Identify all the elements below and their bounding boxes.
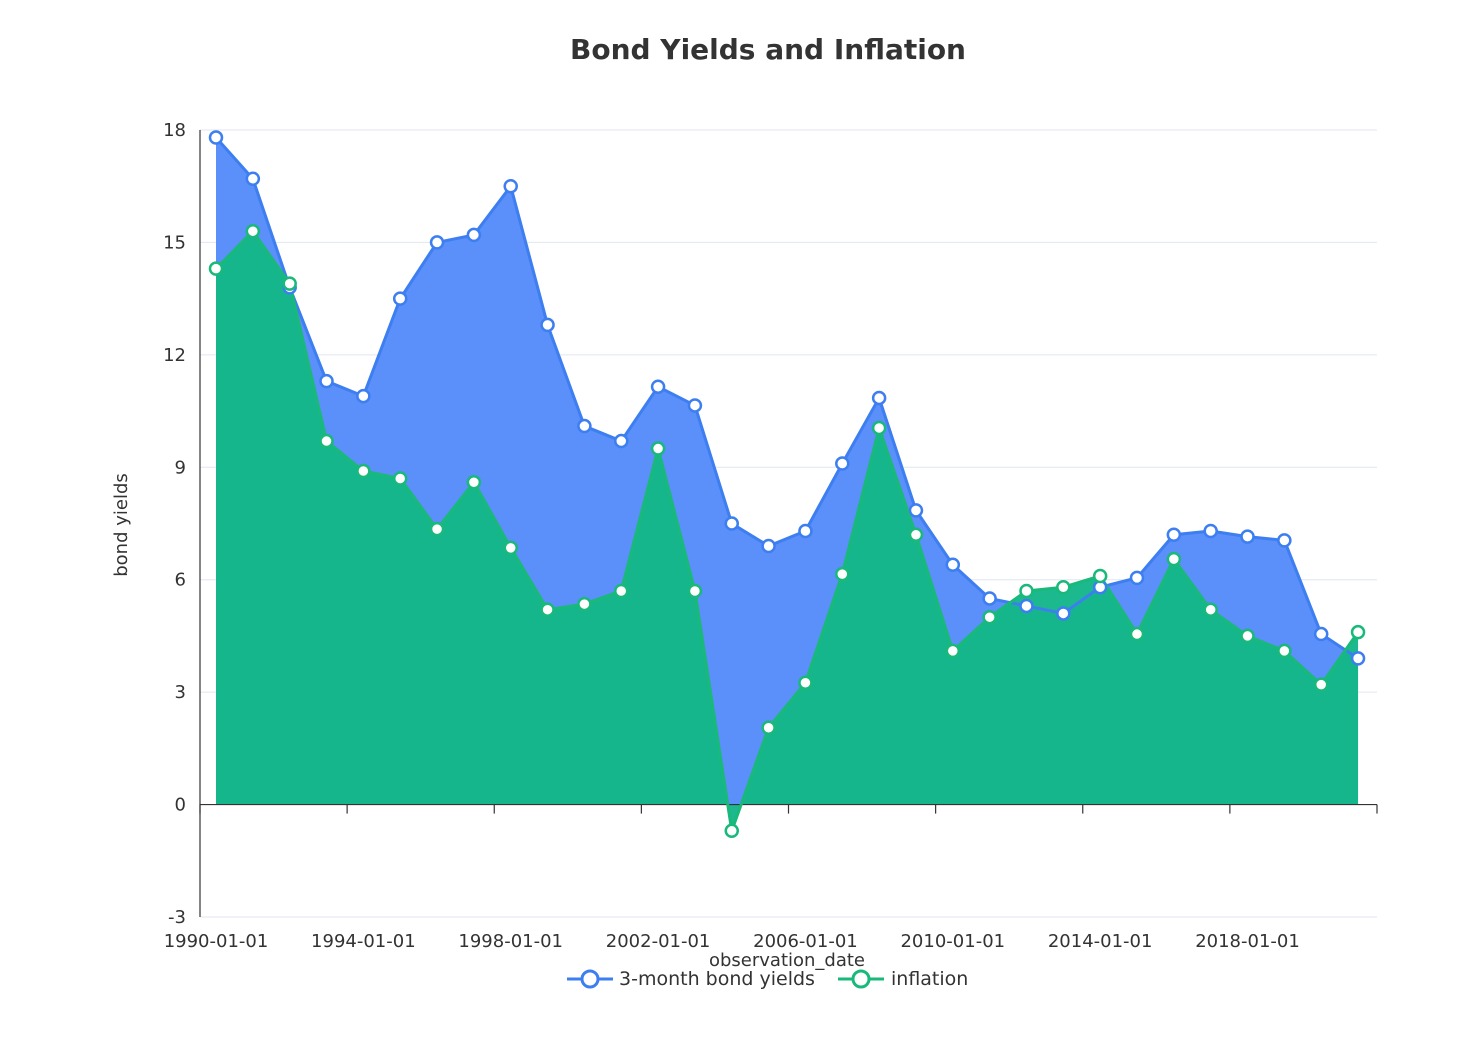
data-point-series-1[interactable]: inflation: 3.25 bbox=[798, 675, 813, 691]
data-point-series-1[interactable]: inflation: 4.55 bbox=[1129, 626, 1145, 642]
y-tick-label: 15 bbox=[163, 232, 186, 253]
data-point-series-1[interactable]: inflation: 6.55 bbox=[1166, 551, 1182, 567]
data-point-series-1[interactable]: inflation: 6.1 bbox=[1092, 568, 1108, 584]
data-point-series-0[interactable]: 3-month bond yields: 7.15 bbox=[1240, 529, 1255, 544]
data-point-series-0[interactable]: 3-month bond yields: 9.7 bbox=[613, 433, 629, 449]
data-point-series-0[interactable]: 3-month bond yields: 9.1 bbox=[835, 456, 850, 471]
area-series-1 bbox=[216, 231, 1359, 831]
data-point-series-0[interactable]: 3-month bond yields: 12.8 bbox=[540, 317, 555, 333]
data-point-series-1[interactable]: inflation: 8.7 bbox=[392, 471, 408, 486]
data-point-series-0[interactable]: 3-month bond yields: 6.05 bbox=[1129, 570, 1145, 586]
data-point-series-0[interactable]: 3-month bond yields: 10.1 bbox=[577, 418, 592, 434]
legend-item-inflation[interactable]: inflation bbox=[838, 968, 968, 990]
data-point-series-1[interactable]: inflation: -0.7 bbox=[724, 823, 740, 839]
x-tick-label: 1994-01-01 bbox=[311, 931, 416, 952]
y-tick-label: 9 bbox=[175, 457, 186, 478]
x-tick-label: 2002-01-01 bbox=[606, 931, 711, 952]
data-point-series-1[interactable]: inflation: 14.3 bbox=[208, 261, 224, 276]
chart-title: Bond Yields and Inflation bbox=[570, 33, 966, 66]
x-tick-label: 2014-01-01 bbox=[1048, 931, 1153, 952]
data-point-series-1[interactable]: inflation: 5.2 bbox=[1203, 602, 1218, 617]
y-axis-title: bond yields bbox=[111, 473, 132, 577]
data-point-series-0[interactable]: 3-month bond yields: 7.5 bbox=[724, 516, 740, 531]
data-point-series-1[interactable]: inflation: 5.2 bbox=[540, 602, 555, 617]
y-tick-label: 3 bbox=[175, 682, 186, 703]
data-point-series-0[interactable]: 3-month bond yields: 11.3 bbox=[319, 373, 334, 389]
data-point-series-0[interactable]: 3-month bond yields: 6.4 bbox=[945, 557, 961, 572]
data-point-series-0[interactable]: 3-month bond yields: 16.5 bbox=[503, 178, 518, 194]
data-point-series-1[interactable]: inflation: 4.5 bbox=[1240, 628, 1255, 644]
data-point-series-0[interactable]: 3-month bond yields: 10.9 bbox=[356, 388, 371, 404]
data-point-series-1[interactable]: inflation: 4.6 bbox=[1350, 624, 1366, 640]
data-point-series-0[interactable]: 3-month bond yields: 7.85 bbox=[908, 503, 924, 518]
data-point-series-1[interactable]: inflation: 5.7 bbox=[687, 583, 703, 599]
legend-item-bond-yields[interactable]: 3-month bond yields bbox=[567, 968, 815, 990]
data-point-series-0[interactable]: 3-month bond yields: 15.2 bbox=[466, 227, 482, 243]
series-lines bbox=[214, 136, 1360, 833]
y-tick-labels: -3 0 3 6 9 12 15 18 bbox=[163, 120, 186, 928]
series-points: 3-month bond yields: 17.8 3-month bond yi… bbox=[208, 130, 1366, 839]
y-tick-label: -3 bbox=[168, 907, 186, 928]
data-point-series-1[interactable]: inflation: 5 bbox=[982, 609, 997, 625]
data-point-series-0[interactable]: 3-month bond yields: 15 bbox=[429, 235, 445, 250]
data-point-series-1[interactable]: inflation: 15.3 bbox=[245, 223, 261, 239]
data-point-series-1[interactable]: inflation: 9.5 bbox=[650, 441, 666, 456]
data-point-series-1[interactable]: inflation: 6.15 bbox=[835, 566, 850, 582]
line-series-1 bbox=[214, 229, 1360, 833]
data-point-series-0[interactable]: 3-month bond yields: 5.1 bbox=[1056, 606, 1071, 621]
data-point-series-0[interactable]: 3-month bond yields: 10.85 bbox=[871, 390, 887, 406]
x-tick-label: 1990-01-01 bbox=[164, 931, 269, 952]
data-point-series-1[interactable]: inflation: 10.05 bbox=[871, 420, 887, 436]
data-point-series-0[interactable]: 3-month bond yields: 4.55 bbox=[1313, 626, 1329, 642]
data-point-series-0[interactable]: 3-month bond yields: 7.05 bbox=[1277, 533, 1292, 548]
data-point-series-0[interactable]: 3-month bond yields: 6.9 bbox=[761, 538, 776, 554]
legend: 3-month bond yields inflation bbox=[567, 968, 968, 990]
data-point-series-1[interactable]: inflation: 9.7 bbox=[319, 433, 334, 449]
data-point-series-1[interactable]: inflation: 5.7 bbox=[613, 583, 629, 599]
data-point-series-0[interactable]: 3-month bond yields: 17.8 bbox=[208, 130, 224, 145]
data-point-series-1[interactable]: inflation: 7.35 bbox=[429, 521, 445, 537]
data-point-series-0[interactable]: 3-month bond yields: 3.9 bbox=[1350, 651, 1366, 666]
data-point-series-1[interactable]: inflation: 8.9 bbox=[356, 463, 371, 479]
legend-label-inflation: inflation bbox=[891, 968, 968, 990]
data-point-series-1[interactable]: inflation: 4.1 bbox=[945, 643, 961, 659]
y-tick-label: 0 bbox=[175, 795, 186, 816]
series-areas bbox=[216, 137, 1359, 831]
data-point-series-1[interactable]: inflation: 4.1 bbox=[1277, 643, 1292, 659]
x-tick-label: 2006-01-01 bbox=[753, 931, 858, 952]
data-point-series-0[interactable]: 3-month bond yields: 7.3 bbox=[1203, 523, 1218, 539]
y-tick-label: 6 bbox=[175, 570, 186, 591]
x-tick-labels: 1990-01-01 1994-01-01 1998-01-01 2002-01-01… bbox=[164, 931, 1300, 952]
data-point-series-1[interactable]: inflation: 7.2 bbox=[908, 527, 924, 542]
data-point-series-0[interactable]: 3-month bond yields: 11.15 bbox=[650, 379, 666, 394]
y-tick-label: 12 bbox=[163, 345, 186, 366]
x-tick-label: 2010-01-01 bbox=[900, 931, 1005, 952]
data-point-series-1[interactable]: inflation: 3.2 bbox=[1313, 677, 1329, 692]
data-point-series-1[interactable]: inflation: 5.7 bbox=[1019, 583, 1034, 599]
axes bbox=[199, 130, 1378, 917]
data-point-series-1[interactable]: inflation: 5.35 bbox=[577, 596, 592, 612]
x-tick-label: 1998-01-01 bbox=[458, 931, 563, 952]
data-point-series-0[interactable]: 3-month bond yields: 5.5 bbox=[982, 591, 997, 606]
x-tick-label: 2018-01-01 bbox=[1195, 931, 1300, 952]
data-point-series-1[interactable]: inflation: 8.6 bbox=[466, 475, 482, 490]
data-point-series-0[interactable]: 3-month bond yields: 7.3 bbox=[798, 523, 813, 539]
data-point-series-1[interactable]: inflation: 6.85 bbox=[503, 540, 518, 556]
data-point-series-1[interactable]: inflation: 5.8 bbox=[1056, 579, 1071, 595]
data-point-series-0[interactable]: 3-month bond yields: 5.3 bbox=[1019, 598, 1034, 614]
data-point-series-0[interactable]: 3-month bond yields: 7.2 bbox=[1166, 527, 1182, 542]
legend-label-bond-yields: 3-month bond yields bbox=[619, 968, 815, 990]
y-tick-label: 18 bbox=[163, 120, 186, 141]
data-point-series-0[interactable]: 3-month bond yields: 13.5 bbox=[392, 291, 408, 306]
data-point-series-1[interactable]: inflation: 2.05 bbox=[761, 720, 776, 735]
data-point-series-1[interactable]: inflation: 13.9 bbox=[282, 276, 297, 291]
data-point-series-0[interactable]: 3-month bond yields: 10.65 bbox=[687, 398, 703, 413]
line-series-0 bbox=[214, 136, 1359, 660]
x-axis-title: observation_date bbox=[709, 950, 865, 971]
data-point-series-0[interactable]: 3-month bond yields: 16.7 bbox=[245, 171, 261, 186]
